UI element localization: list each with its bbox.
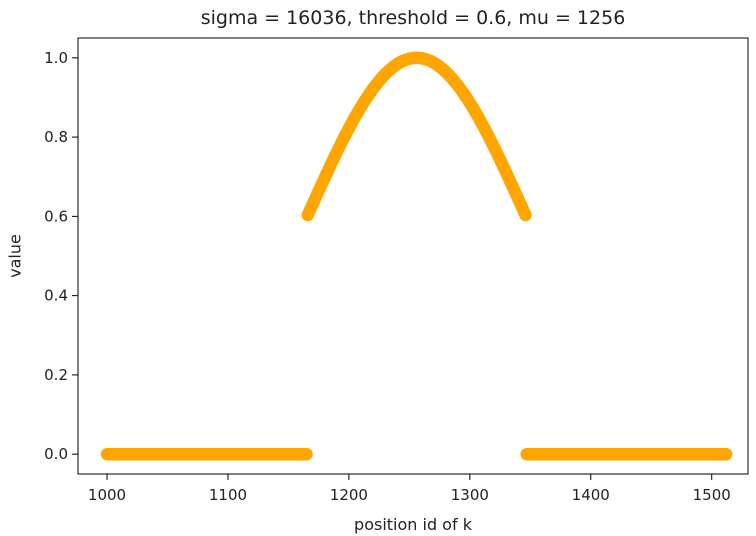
scatter-point (720, 447, 733, 461)
x-tick-label: 1400 (572, 486, 610, 504)
scatter-point (300, 447, 313, 461)
x-tick-label: 1000 (88, 486, 126, 504)
y-tick-label: 0.2 (44, 366, 68, 384)
scatter-points (100, 51, 733, 461)
scatter-point (519, 208, 532, 222)
y-tick-label: 1.0 (44, 49, 68, 67)
plot-frame (77, 37, 749, 475)
y-axis-label: value (6, 234, 25, 278)
y-tick-label: 0.8 (44, 128, 68, 146)
x-tick-label: 1300 (451, 486, 489, 504)
x-tick-label: 1200 (330, 486, 368, 504)
x-tick-label: 1500 (693, 486, 731, 504)
y-tick-label: 0.0 (44, 445, 68, 463)
x-axis-label: position id of k (354, 515, 473, 534)
y-tick-label: 0.6 (44, 207, 68, 225)
chart-title: sigma = 16036, threshold = 0.6, mu = 125… (201, 7, 626, 29)
axes: 1000 1100 1200 1300 1400 1500 0.0 0.2 0.4 0.6 0.8 1… (44, 37, 749, 504)
y-tick-label: 0.4 (44, 287, 68, 305)
x-tick-label: 1100 (209, 486, 247, 504)
